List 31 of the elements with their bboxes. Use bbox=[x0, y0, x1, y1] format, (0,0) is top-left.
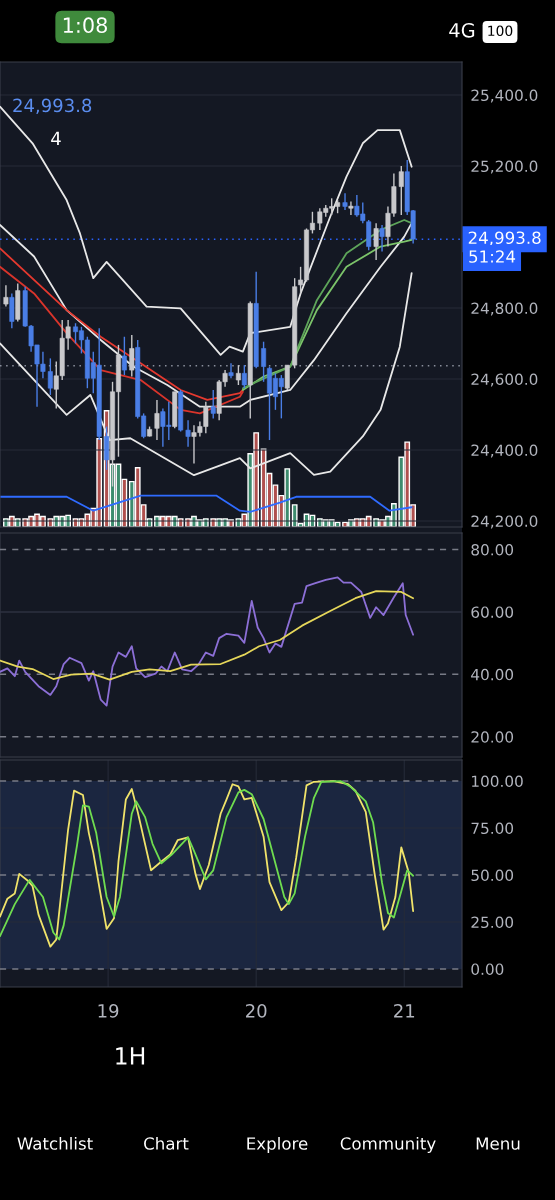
x-tick-label: 21 bbox=[394, 1003, 415, 1018]
y-tick-label: 24,800.0 bbox=[471, 302, 538, 316]
text: 51:24 bbox=[469, 250, 516, 263]
text: Watchlist bbox=[17, 1136, 93, 1150]
y-tick-label: 20.00 bbox=[471, 731, 514, 743]
x-tick-label: 20 bbox=[246, 1003, 267, 1018]
y-tick-label: 25,200.0 bbox=[471, 160, 538, 174]
y-tick-label: 50.00 bbox=[471, 869, 514, 882]
text: 100 bbox=[488, 25, 513, 37]
text: 4G bbox=[449, 22, 475, 38]
text: Chart bbox=[144, 1136, 189, 1150]
text: Explore bbox=[247, 1136, 308, 1154]
y-tick-label: 0.00 bbox=[471, 963, 504, 975]
y-tick-label: 24,600.0 bbox=[471, 373, 538, 387]
y-tick-label: 100.00 bbox=[472, 775, 523, 788]
text: Community bbox=[340, 1136, 436, 1154]
y-tick-label: 40.00 bbox=[471, 668, 514, 681]
y-tick-label: 24,200.0 bbox=[471, 515, 538, 529]
y-tick-label: 25,400.0 bbox=[471, 89, 538, 103]
y-tick-label: 25.00 bbox=[471, 916, 514, 928]
text: 1:08 bbox=[63, 17, 107, 34]
annotation: 24,993.8 bbox=[13, 98, 92, 115]
text: 1H bbox=[116, 1047, 145, 1065]
ref-line-label: 24,993.8 bbox=[468, 231, 541, 246]
x-tick-label: 19 bbox=[98, 1003, 119, 1018]
text: Menu bbox=[476, 1137, 520, 1150]
y-tick-label: 60.00 bbox=[471, 606, 514, 618]
annotation: 4 bbox=[51, 131, 61, 145]
y-tick-label: 75.00 bbox=[471, 822, 514, 835]
y-tick-label: 80.00 bbox=[471, 544, 514, 556]
y-tick-label: 24,400.0 bbox=[471, 444, 538, 458]
